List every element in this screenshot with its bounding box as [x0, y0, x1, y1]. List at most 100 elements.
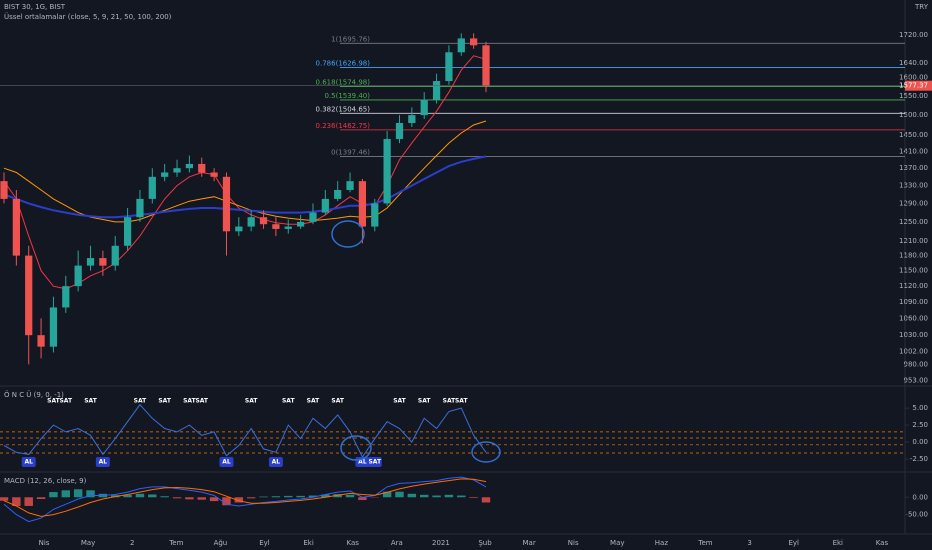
histogram-bar [259, 496, 268, 498]
histogram-bar [382, 491, 392, 498]
y-tick-label: 1330.00 [899, 182, 928, 190]
histogram-bar [444, 494, 454, 498]
x-tick-label: Tem [168, 539, 183, 547]
histogram-bar [222, 497, 231, 506]
histogram-bar [24, 497, 33, 506]
candle-body [309, 212, 317, 222]
histogram-bar [271, 496, 281, 498]
histogram-bar [197, 497, 206, 500]
histogram-bar [0, 497, 9, 501]
candle-body [222, 176, 231, 232]
fib-label: 0.5(1539.40) [324, 92, 370, 100]
macd-line [3, 478, 487, 517]
histogram-bar [246, 497, 256, 499]
candle-body [297, 221, 305, 227]
y-tick-label: 1600.00 [899, 73, 928, 81]
histogram-bar [395, 491, 404, 498]
signal-label: SAT [282, 398, 295, 405]
candle-body [346, 181, 354, 190]
candle-body [99, 258, 107, 266]
y-tick-label: 1500.00 [899, 111, 928, 119]
y-tick-label: 1150.00 [899, 267, 928, 275]
y-tick-label: 0.00 [912, 493, 928, 501]
y-tick-label: 953.00 [904, 377, 929, 385]
histogram-bar [234, 497, 244, 503]
fib-label: 0.618(1574.98) [316, 79, 371, 87]
signal-label: SAT [59, 398, 72, 405]
candle-body [371, 203, 379, 227]
candle-body [321, 198, 329, 213]
candle-body [123, 217, 132, 246]
fib-label: 0.382(1504.65) [316, 105, 371, 113]
histogram-bar [36, 497, 46, 500]
x-tick-label: 3 [747, 539, 751, 547]
signal-label: SAT [195, 398, 208, 405]
candle-body [395, 122, 404, 140]
y-tick-label: 0.00 [912, 438, 928, 446]
x-tick-label: Kas [876, 539, 889, 547]
y-tick-label: 1550.00 [899, 92, 928, 100]
fib-label: 0.786(1626.98) [316, 60, 371, 68]
y-tick-label: 1290.00 [899, 199, 928, 207]
signal-label: SAT [47, 398, 60, 405]
candle-body [198, 163, 206, 173]
x-tick-label: 2 [130, 539, 134, 547]
marks: 1720.00 1640.00 1600.00 1550.00 1500.00 1450.… [0, 31, 932, 547]
candle-body [334, 189, 342, 199]
histogram-bar [296, 495, 305, 498]
candle-body [408, 115, 416, 123]
x-tick-label: Haz [655, 539, 669, 547]
signal-label: SAT [393, 398, 406, 405]
candle-body [420, 99, 428, 116]
histogram-bar [321, 494, 330, 498]
signal-label: AL [99, 459, 108, 466]
y-tick-label: 1002.00 [899, 347, 928, 355]
x-tick-label: Ara [391, 539, 403, 547]
y-tick-label: 1060.00 [899, 314, 928, 322]
candle-body [37, 335, 45, 347]
y-tick-label: 1180.00 [899, 252, 928, 260]
y-tick-label: -2.50 [910, 455, 928, 463]
candle-body [0, 181, 8, 199]
moving-average [3, 155, 487, 219]
y-tick-label: 1030.00 [899, 331, 928, 339]
y-tick-label: 1450.00 [899, 131, 928, 139]
signal-label: SAT [418, 398, 431, 405]
histogram-bar [123, 494, 132, 498]
candle-body [111, 245, 119, 266]
signal-label: AL [358, 459, 367, 466]
y-tick-label: 5.00 [912, 404, 928, 412]
x-tick-label: May [610, 539, 624, 547]
candle-body [235, 226, 243, 232]
y-tick-label: 1410.00 [899, 147, 928, 155]
histogram-bar [135, 493, 145, 498]
y-tick-label: 1370.00 [899, 164, 928, 172]
oscillator-title: Ö N C Ü (9, 0, -1) [4, 390, 64, 399]
y-tick-label: -50.00 [905, 511, 928, 519]
candle-body [445, 52, 453, 82]
indicator-legend: Üssel ortalamalar (close, 5, 9, 21, 50, … [4, 12, 172, 21]
candle-body [12, 198, 20, 256]
candle-body [148, 176, 156, 199]
signal-label: SAT [134, 398, 147, 405]
candle-body [259, 217, 268, 225]
signal-label: SAT [183, 398, 196, 405]
signal-label: SAT [158, 398, 171, 405]
candle-body [358, 181, 367, 227]
annotation-circle [340, 435, 372, 461]
histogram-bar [457, 495, 466, 498]
x-tick-label: May [81, 539, 95, 547]
signal-badge [95, 457, 110, 467]
y-tick-label: 1120.00 [899, 282, 928, 290]
x-tick-label: Şub [478, 539, 492, 547]
candle-body [210, 172, 218, 177]
signal-badge [268, 457, 283, 467]
signal-badge [367, 457, 382, 467]
x-tick-label: Nis [568, 539, 579, 547]
x-tick-label: Ağu [214, 539, 228, 547]
candle-body [247, 217, 255, 227]
y-tick-label: 1210.00 [899, 237, 928, 245]
histogram-bar [469, 497, 478, 498]
x-tick-label: Mar [522, 539, 535, 547]
y-tick-label: 1720.00 [899, 31, 928, 39]
